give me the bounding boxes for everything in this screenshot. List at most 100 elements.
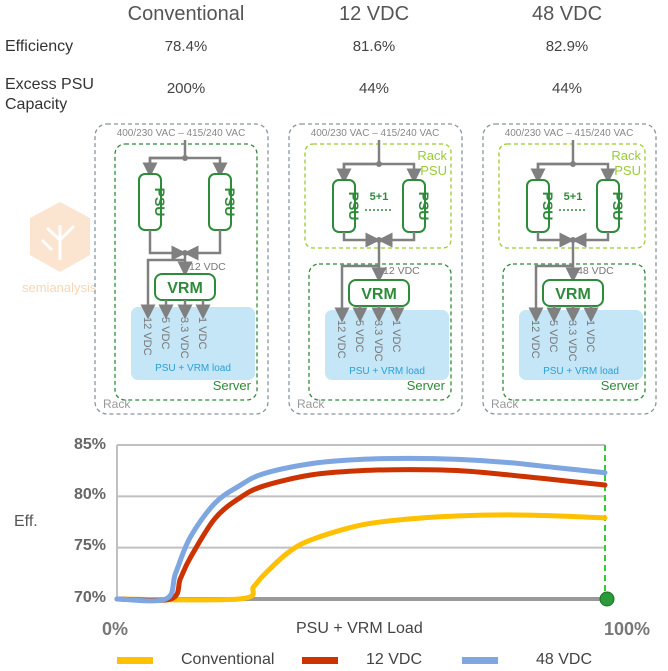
- redundancy-label: 5+1: [370, 191, 389, 203]
- y-tick-85: 85%: [73, 436, 106, 453]
- rail-label: 12 VDC: [529, 320, 541, 359]
- full-load-marker-dot: [599, 591, 615, 607]
- series-line-conventional: [114, 512, 608, 603]
- ac-input-label: 400/230 VAC – 415/240 VAC: [505, 128, 634, 139]
- legend-swatch: [117, 656, 153, 664]
- load-label: PSU + VRM load: [155, 363, 231, 374]
- bus-voltage-label: 48 VDC: [577, 265, 614, 277]
- rail-label: 3.3 VDC: [178, 317, 190, 359]
- diagram-12vdc: 400/230 VAC – 415/240 VAC Rack PSU PSU PSU 5+…: [287, 122, 464, 416]
- rail-label: 1 VDC: [584, 320, 596, 352]
- server-boundary: [114, 143, 258, 401]
- y-axis-label: Eff.: [14, 513, 38, 530]
- legend-item-48vdc: 48 VDC: [462, 651, 592, 669]
- y-tick-75: 75%: [73, 537, 106, 554]
- column-header-conventional: Conventional: [127, 3, 245, 25]
- vrm-label: VRM: [361, 286, 397, 303]
- psu-output-line: [377, 232, 416, 248]
- legend-label: Conventional: [181, 651, 275, 668]
- bypass-12v-line: [140, 258, 185, 320]
- rack-boundary: [94, 123, 269, 415]
- psu-label: PSU: [222, 188, 238, 217]
- server-label: Server: [601, 378, 640, 393]
- ac-input-label: 400/230 VAC – 415/240 VAC: [311, 128, 440, 139]
- rack-label: Rack: [491, 397, 519, 411]
- efficiency-12vdc: 81.6%: [352, 38, 396, 55]
- legend-swatch: [302, 656, 338, 664]
- rail-label: 5 VDC: [547, 320, 559, 352]
- series-line-12-vdc: [114, 467, 608, 604]
- load-label: PSU + VRM load: [543, 366, 619, 377]
- series-line-48-vdc: [114, 455, 608, 604]
- rail-label: 1 VDC: [196, 317, 208, 349]
- psu-output-line: [183, 230, 222, 261]
- load-label: PSU + VRM load: [349, 366, 425, 377]
- x-tick-100: 100%: [604, 619, 651, 639]
- rail-label: 3.3 VDC: [372, 320, 384, 362]
- psu-label: PSU: [346, 192, 362, 221]
- rack-psu-label-1: Rack: [417, 148, 447, 163]
- bypass-12v-line: [334, 264, 379, 323]
- bus-voltage-label: 12 VDC: [189, 261, 226, 273]
- legend-item-conventional: Conventional: [117, 651, 274, 669]
- rail-label: 5 VDC: [159, 317, 171, 349]
- logo-text: semianalysis: [22, 280, 97, 295]
- rail-label: 3.3 VDC: [566, 320, 578, 362]
- diagram-conventional: 400/230 VAC – 415/240 VAC PSU PSU 12 VDC VRM…: [93, 122, 270, 416]
- load-area: [131, 307, 255, 380]
- legend-swatch: [462, 656, 498, 664]
- rail-label: 5 VDC: [353, 320, 365, 352]
- server-label: Server: [213, 378, 252, 393]
- x-axis-label: PSU + VRM Load: [296, 620, 423, 637]
- power-diagram: 400/230 VAC – 415/240 VAC PSU PSU 12 VDC VRM…: [94, 123, 269, 415]
- vrm-label: VRM: [167, 280, 203, 297]
- excess-48vdc: 44%: [551, 80, 583, 97]
- y-tick-70: 70%: [73, 589, 106, 606]
- psu-label: PSU: [416, 192, 432, 221]
- bus-voltage-label: 12 VDC: [383, 265, 420, 277]
- rack-label: Rack: [103, 397, 131, 411]
- row-label-excess-psu: Excess PSU Capacity: [5, 76, 94, 113]
- vrm-label: VRM: [555, 286, 591, 303]
- server-boundary: [502, 263, 646, 401]
- psu-label: PSU: [540, 192, 556, 221]
- psu-output-line: [571, 232, 610, 248]
- psu-output-line: [148, 230, 187, 261]
- excess-12vdc: 44%: [358, 80, 390, 97]
- rack-psu-label-2: PSU: [614, 163, 641, 178]
- row-label-efficiency: Efficiency: [5, 38, 74, 55]
- semianalysis-logo: semianalysis: [22, 200, 122, 305]
- psu-output-line: [342, 232, 381, 248]
- column-header-12vdc: 12 VDC: [338, 3, 410, 25]
- diagram-48vdc: 400/230 VAC – 415/240 VAC Rack PSU PSU PSU 5+…: [481, 122, 658, 416]
- rack-psu-label-1: Rack: [611, 148, 641, 163]
- load-area: [519, 310, 643, 380]
- legend-label: 48 VDC: [536, 651, 593, 668]
- rail-label: 12 VDC: [141, 317, 153, 356]
- redundancy-label: 5+1: [564, 191, 583, 203]
- excess-conventional: 200%: [166, 80, 206, 97]
- psu-output-line: [536, 232, 575, 248]
- efficiency-conventional: 78.4%: [164, 38, 208, 55]
- rack-psu-label-2: PSU: [420, 163, 447, 178]
- psu-label: PSU: [152, 188, 168, 217]
- rail-label: 1 VDC: [390, 320, 402, 352]
- load-area: [325, 310, 449, 380]
- logo-mark-icon: semianalysis: [22, 202, 97, 295]
- ac-input-label: 400/230 VAC – 415/240 VAC: [117, 128, 246, 139]
- psu-label: PSU: [610, 192, 626, 221]
- efficiency-chart: [114, 444, 615, 607]
- column-header-48vdc: 48 VDC: [531, 3, 603, 25]
- rack-boundary: [288, 123, 463, 415]
- legend-item-12vdc: 12 VDC: [302, 651, 422, 669]
- x-tick-0: 0%: [102, 619, 129, 639]
- rack-boundary: [482, 123, 657, 415]
- bypass-12v-line: [528, 264, 573, 323]
- efficiency-48vdc: 82.9%: [545, 38, 589, 55]
- server-boundary: [308, 263, 452, 401]
- y-tick-80: 80%: [73, 486, 106, 503]
- rack-label: Rack: [297, 397, 325, 411]
